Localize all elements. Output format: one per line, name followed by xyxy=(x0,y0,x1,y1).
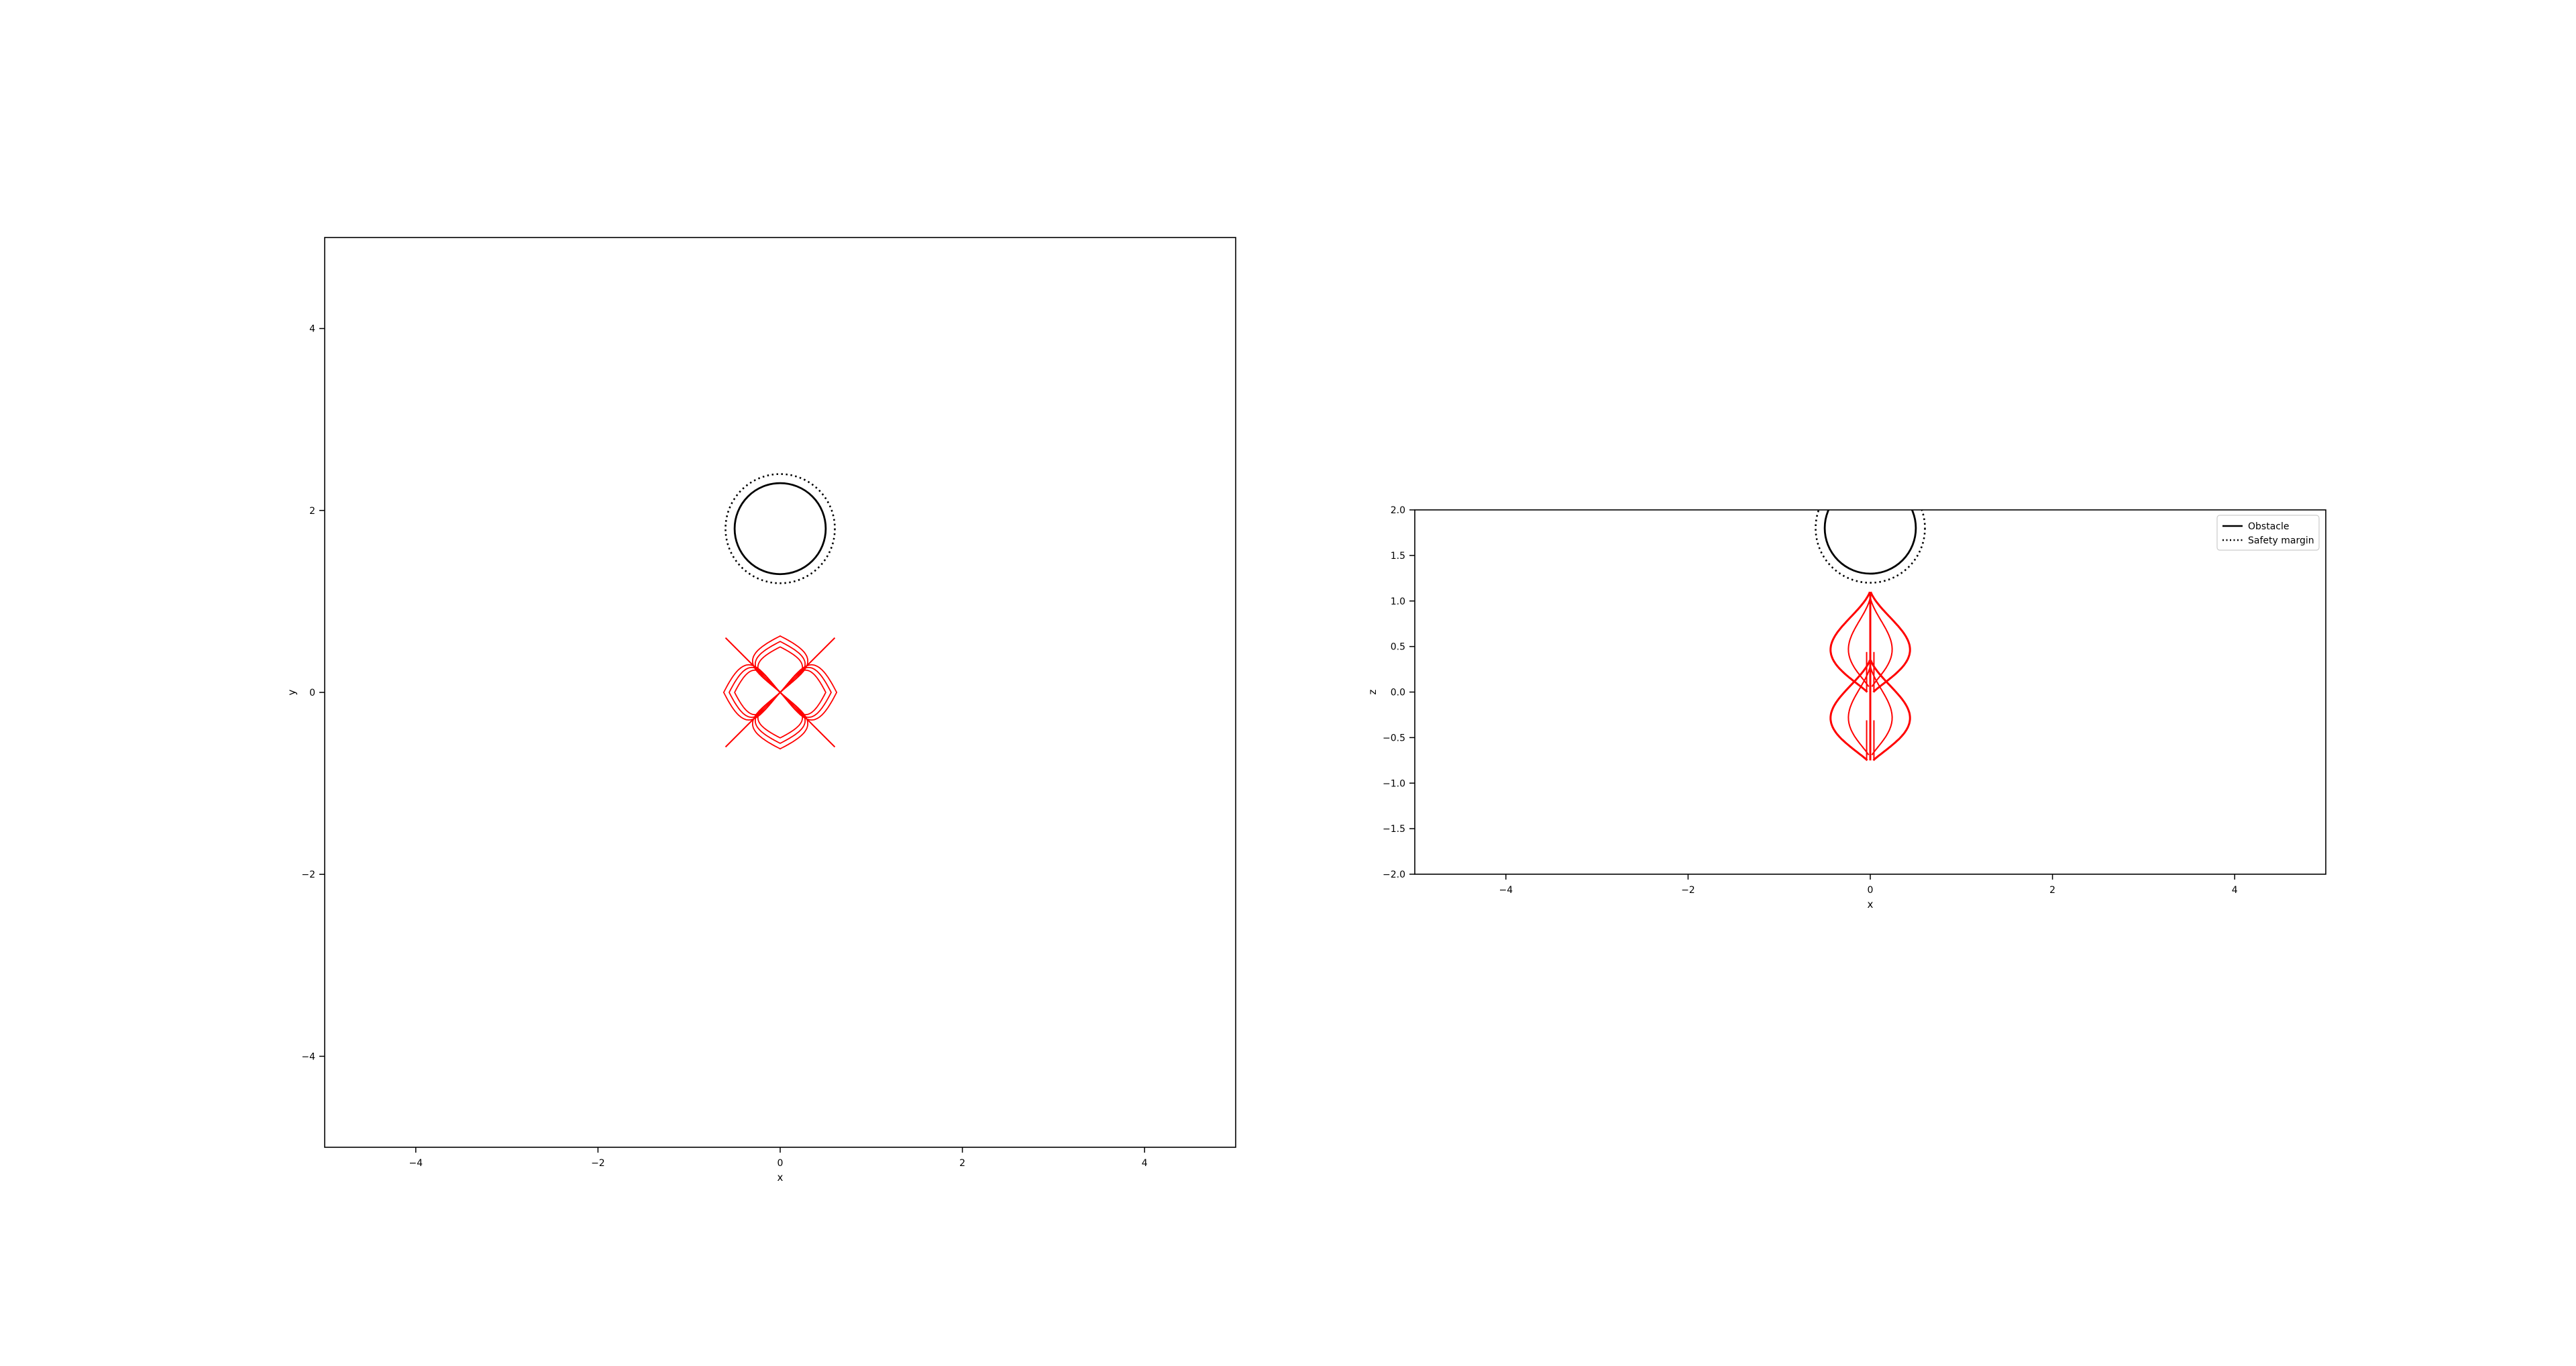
x-tick-label: −4 xyxy=(409,1158,423,1169)
y-tick-label: 0.0 xyxy=(1391,688,1405,698)
trajectory-petal xyxy=(779,670,826,715)
safety-margin-circle xyxy=(1815,510,1926,584)
legend: Obstacle Safety margin xyxy=(2216,515,2320,551)
legend-entry: Obstacle xyxy=(2248,521,2289,532)
y-tick-label: 1.5 xyxy=(1391,551,1405,562)
plot-area xyxy=(722,473,838,750)
y-axis-label: z xyxy=(1366,689,1379,694)
trajectory-loop xyxy=(1847,666,1871,755)
trajectory-loop xyxy=(1829,591,1871,693)
trajectory-petal xyxy=(757,646,804,694)
y-tick-label: 0.5 xyxy=(1391,642,1405,653)
x-tick-label: −4 xyxy=(1499,885,1513,896)
legend-entry: Safety margin xyxy=(2248,535,2314,546)
y-axis-label: y xyxy=(286,689,298,695)
trajectory-petal xyxy=(757,691,804,739)
side-view-panel: −4 −2 0 2 4 −2.0 −1.5 −1.0 −0.5 0.0 0.5 1.0 1.5 2.0 x z… xyxy=(1366,505,2326,910)
trajectory-loop xyxy=(1829,660,1871,761)
x-tick-label: −2 xyxy=(591,1158,605,1169)
obstacle-circle xyxy=(1823,510,1917,575)
y-tick-label: 0 xyxy=(309,688,315,698)
plot-area xyxy=(1815,510,1926,761)
x-tick-label: 2 xyxy=(959,1158,965,1169)
x-tick-label: 0 xyxy=(1868,885,1874,896)
y-tick-label: 2.0 xyxy=(1391,505,1405,516)
obstacle-circle xyxy=(733,482,827,576)
x-axis-label: x xyxy=(777,1171,784,1184)
trajectory-petal xyxy=(734,670,782,715)
legend-box xyxy=(2216,515,2320,551)
trajectory-loop xyxy=(1847,598,1871,687)
trajectory-loop xyxy=(1870,666,1893,755)
safety-margin-circle xyxy=(724,473,836,584)
x-tick-label: 4 xyxy=(2232,885,2238,896)
x-axis-label: x xyxy=(1868,898,1874,910)
y-tick-label: −1.5 xyxy=(1383,824,1405,835)
trajectory-loop xyxy=(1870,591,1911,693)
y-tick-label: −2.0 xyxy=(1383,870,1405,880)
y-tick-label: −4 xyxy=(301,1051,315,1062)
trajectory-loop xyxy=(1870,660,1911,761)
y-tick-label: 1.0 xyxy=(1391,596,1405,607)
trajectory-loop xyxy=(1870,598,1893,687)
y-tick-label: −2 xyxy=(301,870,315,880)
x-tick-label: −2 xyxy=(1681,885,1695,896)
top-view-panel: −4 −2 0 2 4 −4 −2 0 2 4 x y xyxy=(286,237,1236,1184)
x-tick-label: 0 xyxy=(777,1158,784,1169)
x-tick-label: 2 xyxy=(2049,885,2055,896)
y-tick-label: 2 xyxy=(309,506,315,517)
y-tick-label: −0.5 xyxy=(1383,733,1405,743)
y-tick-label: −1.0 xyxy=(1383,778,1405,789)
x-tick-label: 4 xyxy=(1142,1158,1148,1169)
y-tick-label: 4 xyxy=(309,324,315,335)
